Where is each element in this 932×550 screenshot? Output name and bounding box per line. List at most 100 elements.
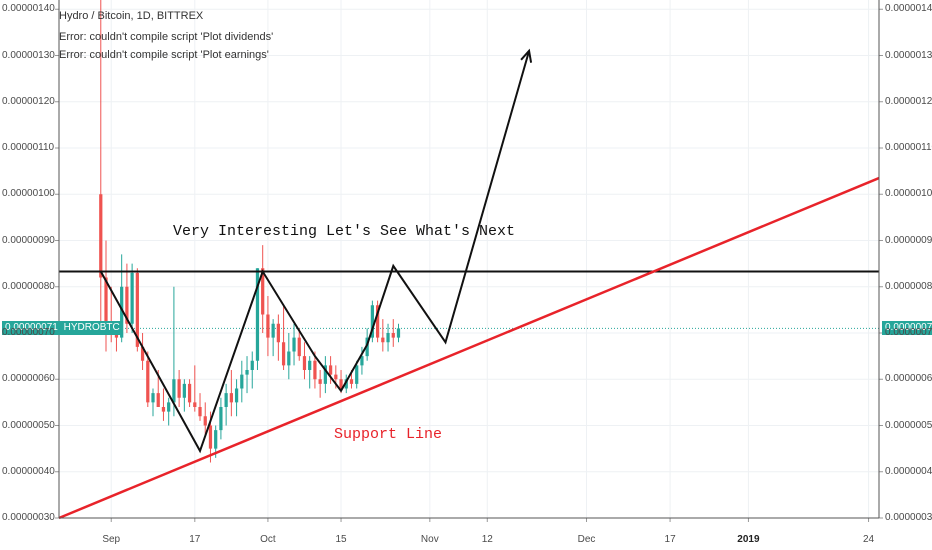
candle-body bbox=[271, 323, 275, 338]
candle-body bbox=[292, 337, 296, 352]
error-plot-dividends: Error: couldn't compile script 'Plot div… bbox=[59, 31, 274, 43]
candle-body bbox=[104, 277, 108, 324]
price-label-right: 0.00000120 bbox=[885, 95, 932, 107]
candle-body bbox=[245, 370, 249, 375]
time-label: 12 bbox=[481, 534, 493, 545]
candle-body bbox=[146, 360, 150, 403]
price-label-right: 0.00000080 bbox=[885, 280, 932, 292]
candle-body bbox=[208, 425, 213, 449]
time-label: Sep bbox=[102, 534, 121, 545]
price-label-right: 0.00000070 bbox=[885, 327, 932, 338]
price-label-left: 0.00000070 bbox=[2, 327, 55, 338]
candle-body bbox=[229, 393, 233, 403]
candle-body bbox=[167, 402, 171, 412]
candle-body bbox=[339, 379, 343, 389]
price-label-left: 0.00000080 bbox=[2, 280, 55, 292]
candle-body bbox=[120, 286, 124, 338]
current-price-tag-left: 0.00000071 HYDROBTC bbox=[2, 321, 123, 336]
time-label: 17 bbox=[664, 534, 676, 545]
price-label-left: 0.00000090 bbox=[2, 234, 55, 246]
candle-body bbox=[125, 286, 129, 324]
candle-body bbox=[375, 305, 380, 338]
candle-body bbox=[151, 393, 155, 403]
candle-body bbox=[203, 416, 207, 426]
candle-body bbox=[177, 379, 181, 398]
grid bbox=[59, 0, 879, 519]
arrowhead bbox=[520, 48, 533, 63]
candle-body bbox=[255, 268, 260, 361]
price-label-right: 0.00000110 bbox=[885, 142, 932, 153]
candle-body bbox=[287, 351, 291, 366]
price-label-right: 0.00000040 bbox=[885, 465, 932, 477]
candle-body bbox=[308, 360, 312, 370]
candle-body bbox=[360, 356, 364, 366]
candle-body bbox=[266, 314, 270, 338]
price-label-right: 0.00000090 bbox=[885, 234, 932, 246]
candle-body bbox=[396, 328, 401, 338]
time-label: Dec bbox=[577, 534, 596, 545]
candle-body bbox=[156, 393, 160, 407]
current-price-tag-right: 0.00000071 bbox=[882, 321, 932, 336]
price-label-left: 0.00000060 bbox=[2, 373, 55, 385]
candle-body bbox=[140, 346, 145, 361]
symbol-label: HYDROBTC bbox=[63, 322, 120, 334]
candle-body bbox=[261, 268, 265, 315]
candle-body bbox=[224, 393, 228, 407]
candle-body bbox=[381, 337, 385, 343]
candle-body bbox=[99, 194, 103, 278]
price-label-right: 0.00000030 bbox=[885, 512, 932, 523]
projection-path bbox=[99, 50, 531, 454]
candle-body bbox=[234, 388, 239, 403]
price-label-left: 0.00000040 bbox=[2, 465, 55, 477]
candle-body bbox=[391, 333, 395, 338]
support-line bbox=[58, 176, 880, 520]
time-label: Nov bbox=[420, 534, 439, 545]
candle-body bbox=[219, 407, 223, 431]
time-label: 17 bbox=[189, 534, 201, 545]
candle-body bbox=[386, 333, 390, 343]
candle-body bbox=[334, 374, 338, 380]
candle-body bbox=[318, 379, 322, 384]
price-label-left: 0.00000050 bbox=[2, 419, 55, 431]
time-label: 15 bbox=[335, 534, 347, 545]
candle-body bbox=[240, 374, 244, 389]
chart-title: Hydro / Bitcoin, 1D, BITTREX bbox=[59, 10, 204, 22]
price-label-right: 0.00000130 bbox=[885, 49, 932, 61]
price-label-left: 0.00000100 bbox=[2, 188, 55, 200]
error-plot-earnings: Error: couldn't compile script 'Plot ear… bbox=[59, 49, 269, 61]
price-label-right: 0.00000100 bbox=[885, 188, 932, 200]
candle-body bbox=[276, 323, 280, 343]
candle-body bbox=[250, 360, 254, 370]
candle-body bbox=[130, 272, 134, 324]
annotation-support-line: Support Line bbox=[334, 426, 443, 443]
price-label-right: 0.00000050 bbox=[885, 419, 932, 431]
candle-body bbox=[297, 337, 301, 357]
price-label-left: 0.00000120 bbox=[2, 95, 55, 107]
candle-body bbox=[193, 402, 197, 407]
candle-body bbox=[370, 305, 374, 338]
candle-body bbox=[323, 365, 327, 384]
candle-body bbox=[355, 365, 359, 384]
annotation-headline: Very Interesting Let's See What's Next bbox=[173, 223, 516, 240]
price-label-left: 0.00000140 bbox=[2, 3, 55, 15]
candle-body bbox=[344, 379, 348, 389]
time-label: 24 bbox=[862, 534, 875, 545]
time-label: 2019 bbox=[737, 534, 760, 545]
candle-body bbox=[135, 272, 139, 347]
drawings bbox=[58, 48, 880, 520]
price-label-left: 0.00000110 bbox=[2, 142, 55, 153]
candle-body bbox=[182, 383, 186, 398]
current-price-value-left: 0.00000071 bbox=[5, 322, 58, 334]
candle-body bbox=[328, 365, 333, 375]
price-label-left: 0.00000030 bbox=[2, 512, 55, 523]
candle-body bbox=[214, 430, 218, 449]
candle-body bbox=[161, 407, 166, 412]
price-label-right: 0.00000060 bbox=[885, 373, 932, 385]
time-label: Oct bbox=[260, 534, 276, 545]
price-label-right: 0.00000140 bbox=[885, 3, 932, 15]
candle-body bbox=[349, 379, 354, 384]
candle-body bbox=[281, 342, 286, 366]
price-label-left: 0.00000130 bbox=[2, 49, 55, 61]
